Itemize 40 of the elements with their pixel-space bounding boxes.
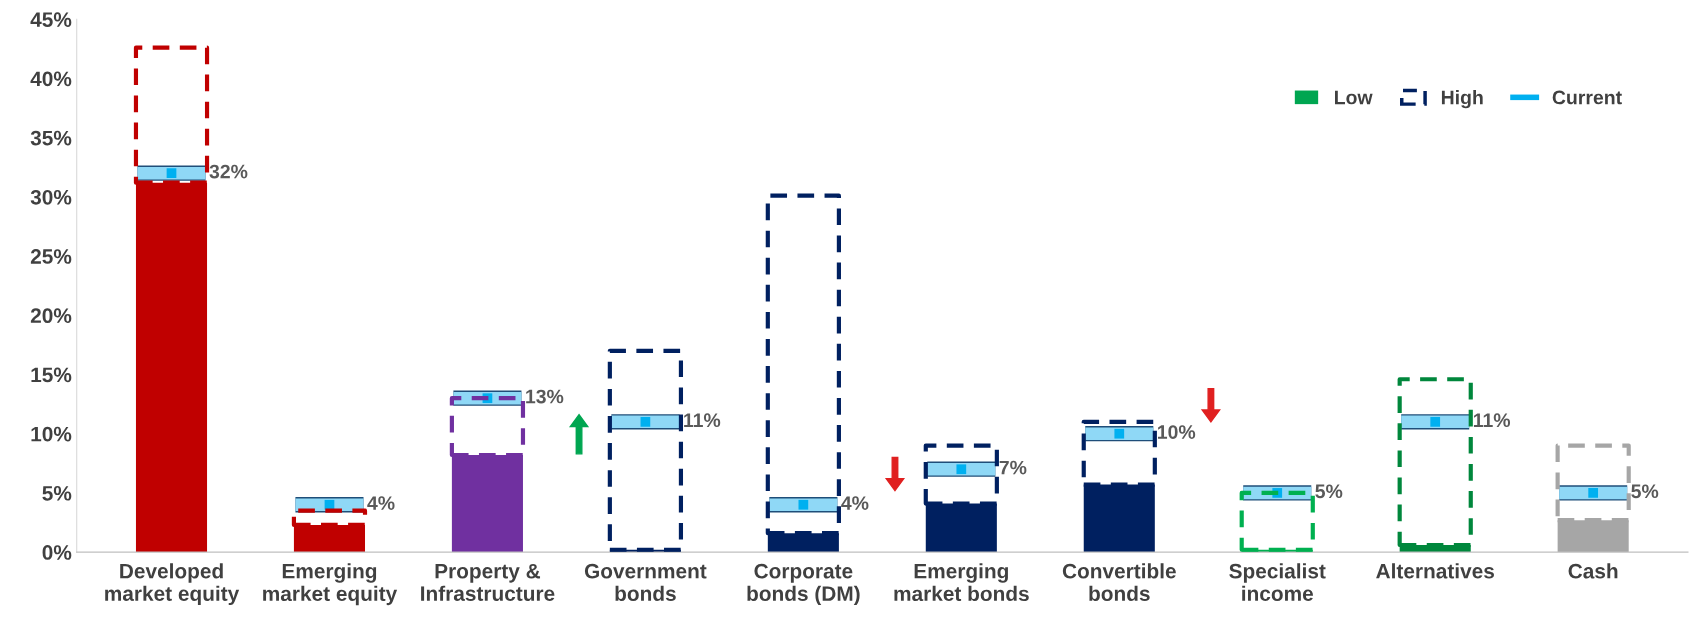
y-tick-label: 25% bbox=[30, 249, 72, 264]
point bbox=[166, 168, 177, 179]
data-label: 32% bbox=[209, 164, 248, 179]
data-label: 5% bbox=[1315, 484, 1343, 499]
point bbox=[798, 499, 809, 510]
x-tick-label: Property & Infrastructure bbox=[421, 563, 555, 601]
point bbox=[1430, 417, 1441, 427]
x-tick-label: Alternatives bbox=[1376, 563, 1494, 579]
y-tick-label: 5% bbox=[42, 485, 72, 501]
point bbox=[640, 417, 651, 427]
point bbox=[1114, 428, 1125, 439]
y-tick-label: 30% bbox=[30, 189, 72, 205]
y-tick-label: 40% bbox=[30, 71, 72, 87]
data-label: 10% bbox=[1158, 425, 1196, 439]
legend-label: Current bbox=[1552, 90, 1622, 105]
x-tick-label: Specialist income bbox=[1229, 563, 1326, 601]
data-label: 4% bbox=[367, 496, 395, 510]
x-tick-label: Emerging market bonds bbox=[894, 563, 1029, 602]
data-label: 7% bbox=[999, 460, 1027, 475]
y-tick-label: 20% bbox=[30, 308, 72, 324]
legend-label: Low bbox=[1335, 90, 1373, 105]
x-tick-label: Cash bbox=[1568, 563, 1618, 579]
point bbox=[956, 464, 967, 475]
x-tick-label: Convertible bonds bbox=[1062, 563, 1176, 601]
x-tick-label: Corporate bonds (DM) bbox=[747, 563, 860, 606]
data-label: 11% bbox=[684, 413, 721, 428]
y-tick-label: 35% bbox=[30, 130, 72, 146]
data-label: 4% bbox=[841, 496, 869, 510]
data-label: 11% bbox=[1473, 413, 1511, 428]
x-tick-label: Emerging market equity bbox=[263, 563, 398, 606]
legend-label: High bbox=[1441, 90, 1483, 109]
point bbox=[1588, 488, 1599, 498]
data-label: 5% bbox=[1631, 484, 1659, 499]
data-label: 13% bbox=[526, 389, 564, 404]
y-tick-label: 45% bbox=[30, 12, 72, 28]
x-tick-label: Developed market equity bbox=[105, 563, 240, 606]
x-tick-label: Government bonds bbox=[584, 563, 707, 601]
y-tick-label: 15% bbox=[31, 367, 72, 383]
y-tick-label: 10% bbox=[31, 426, 72, 442]
y-tick-label: 0% bbox=[42, 545, 72, 560]
